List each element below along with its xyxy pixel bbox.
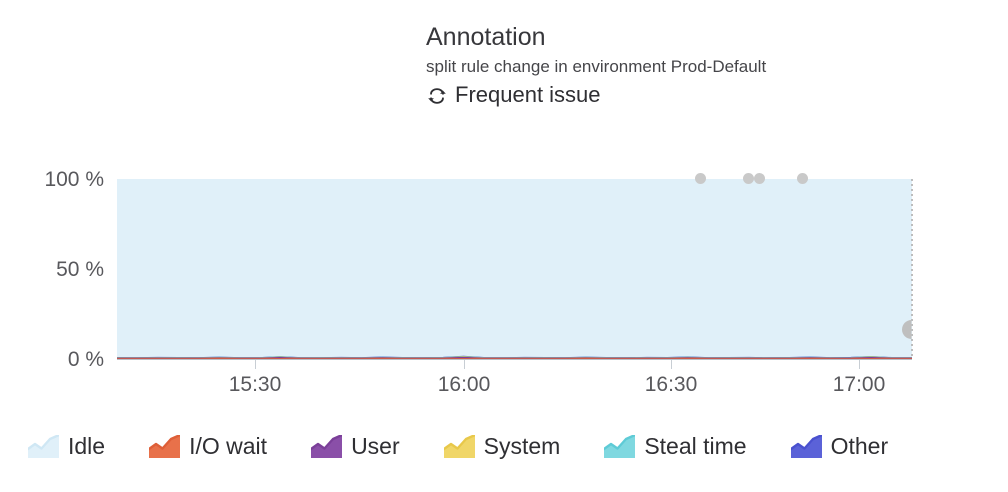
legend-item-label: User: [351, 433, 400, 459]
legend-item-other[interactable]: Other: [789, 433, 889, 459]
y-axis-tick-label: 100 %: [44, 168, 104, 191]
plot-area: [117, 179, 912, 359]
now-marker-line: [911, 179, 913, 359]
annotation-marker-dot[interactable]: [695, 173, 706, 184]
legend-item-system[interactable]: System: [442, 433, 561, 459]
area-chart-icon: [147, 433, 182, 458]
x-axis-tick-label: 16:00: [437, 373, 491, 396]
area-chart-icon: [309, 433, 344, 458]
legend-item-steal-time[interactable]: Steal time: [603, 433, 747, 459]
legend-item-label: Other: [830, 433, 889, 459]
legend-item-label: Idle: [68, 433, 106, 459]
annotation-marker-dot[interactable]: [754, 173, 765, 184]
area-chart-icon: [442, 433, 476, 458]
y-axis-tick-label: 0 %: [67, 348, 104, 371]
x-axis-tick-mark: [255, 360, 256, 369]
area-chart-icon: [603, 433, 637, 458]
area-series-idle: [117, 179, 912, 358]
annotation-block: Annotation split rule change in environm…: [426, 22, 986, 109]
legend-item-label: I/O wait: [189, 433, 268, 459]
x-axis-tick-label: 17:00: [832, 373, 886, 396]
y-axis-tick-label: 50 %: [56, 258, 104, 281]
x-axis: 15:30 16:00 16:30 17:00: [0, 360, 1008, 400]
annotation-marker-dot[interactable]: [797, 173, 808, 184]
y-axis: 0 % 50 % 100 %: [0, 150, 104, 390]
x-axis-tick-label: 16:30: [644, 373, 698, 396]
x-axis-tick-label: 15:30: [228, 373, 282, 396]
legend-item-i-o-wait[interactable]: I/O wait: [147, 433, 268, 459]
annotation-title: Annotation: [426, 23, 546, 51]
chart-canvas: 0 % 50 % 100 % 15:30 16:00 16:30 17:00: [0, 150, 1008, 396]
chart-legend: Idle I/O wait User System Steal time Other: [26, 426, 992, 466]
annotation-subtitle: split rule change in environment Prod-De…: [426, 57, 767, 76]
x-axis-tick-mark: [464, 360, 465, 369]
area-chart-icon: [26, 433, 61, 458]
area-chart-icon: [789, 433, 823, 458]
legend-item-user[interactable]: User: [309, 433, 400, 459]
annotation-tagline: Frequent issue: [426, 81, 986, 109]
x-axis-line: [117, 359, 912, 360]
annotation-tagline-label: Frequent issue: [455, 82, 601, 107]
x-axis-tick-mark: [671, 360, 672, 369]
annotation-marker-dot[interactable]: [743, 173, 754, 184]
now-marker-dot[interactable]: [902, 320, 912, 339]
x-axis-tick-mark: [859, 360, 860, 369]
repeat-icon: [426, 85, 448, 107]
legend-item-label: System: [483, 433, 561, 459]
legend-item-idle[interactable]: Idle: [26, 433, 106, 459]
legend-item-label: Steal time: [644, 433, 747, 459]
stacked-area-series: [117, 179, 912, 359]
